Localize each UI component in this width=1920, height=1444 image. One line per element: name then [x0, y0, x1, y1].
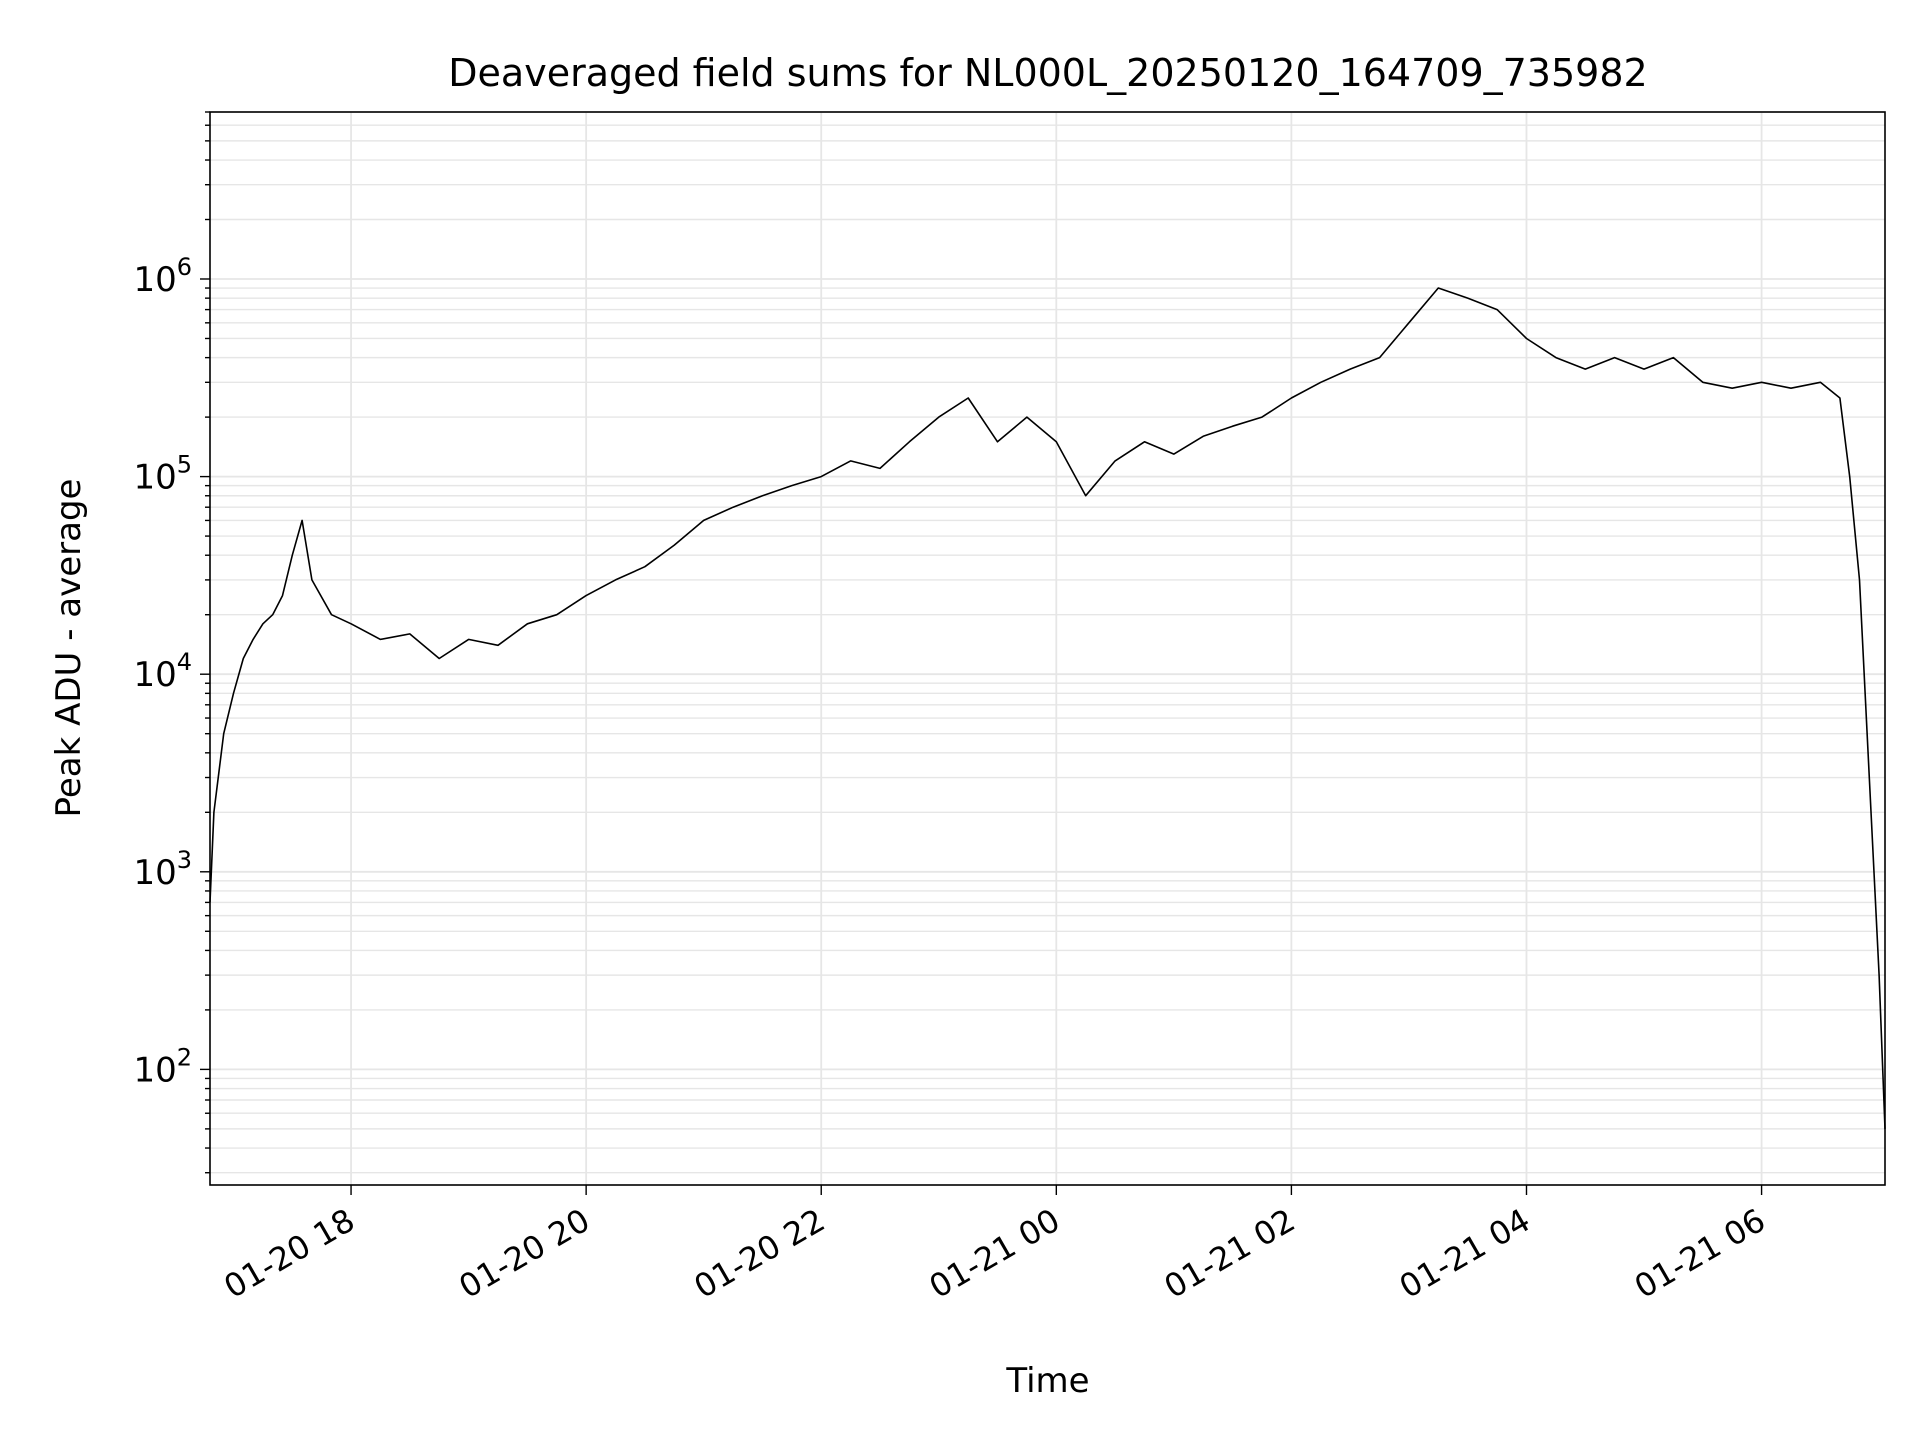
- y-tick-exponent: 6: [177, 253, 192, 281]
- x-tick-label: 01-20 22: [688, 1201, 832, 1306]
- y-tick-label: 103: [133, 846, 192, 893]
- y-tick-label: 104: [133, 648, 192, 695]
- series-layer: [209, 287, 1886, 1129]
- x-tick-label: 01-21 02: [1158, 1201, 1302, 1306]
- x-tick-label: 01-21 04: [1393, 1201, 1537, 1306]
- y-tick-label: 106: [133, 253, 192, 300]
- x-axis-label: Time: [1005, 1361, 1089, 1401]
- y-tick-exponent: 5: [177, 451, 192, 479]
- y-tick-base: 10: [133, 260, 176, 300]
- x-tick-label: 01-21 00: [923, 1201, 1067, 1306]
- chart-title: Deaveraged field sums for NL000L_2025012…: [448, 51, 1647, 95]
- series-line: [209, 287, 1886, 1129]
- y-tick-exponent: 2: [177, 1043, 192, 1071]
- y-tick-label: 102: [133, 1043, 192, 1090]
- y-tick-label: 105: [133, 451, 192, 498]
- y-tick-base: 10: [133, 1050, 176, 1090]
- y-tick-base: 10: [133, 853, 176, 893]
- y-tick-base: 10: [133, 458, 176, 498]
- y-tick-exponent: 3: [177, 846, 192, 874]
- grid-layer: [210, 111, 1885, 1185]
- y-tick-exponent: 4: [177, 648, 192, 676]
- x-tick-label: 01-20 20: [453, 1201, 597, 1306]
- plot-frame: [209, 111, 1886, 1186]
- x-tick-label: 01-21 06: [1628, 1201, 1772, 1306]
- y-axis-label: Peak ADU - average: [49, 479, 89, 818]
- y-tick-base: 10: [133, 655, 176, 695]
- x-tick-label: 01-20 18: [217, 1201, 361, 1306]
